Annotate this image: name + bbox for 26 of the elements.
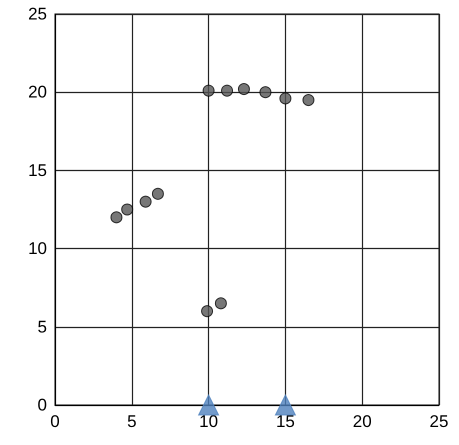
point: [202, 84, 215, 97]
point: [198, 394, 220, 416]
y-tick-label: 10: [28, 239, 47, 258]
point: [302, 94, 314, 106]
point: [121, 204, 134, 216]
point: [221, 84, 234, 97]
point: [110, 211, 122, 224]
y-tick-label: 15: [28, 160, 47, 180]
x-tick-label: 20: [352, 412, 372, 431]
x-tick-label: 10: [199, 412, 218, 431]
point: [214, 297, 227, 310]
point: [279, 92, 292, 104]
y-tick-label: 5: [38, 317, 47, 336]
x-tick-label: 15: [276, 412, 295, 431]
point: [274, 394, 296, 416]
x-tick-label: 5: [127, 412, 137, 431]
x-tick-label: 25: [430, 412, 448, 431]
point: [201, 305, 214, 318]
point: [238, 83, 250, 96]
point: [152, 188, 164, 200]
point: [140, 196, 152, 208]
x-tick-label: 0: [50, 412, 60, 431]
y-tick-label: 25: [28, 4, 47, 24]
y-tick-label: 0: [38, 396, 47, 414]
point: [259, 86, 272, 98]
y-tick-label: 20: [28, 82, 47, 102]
